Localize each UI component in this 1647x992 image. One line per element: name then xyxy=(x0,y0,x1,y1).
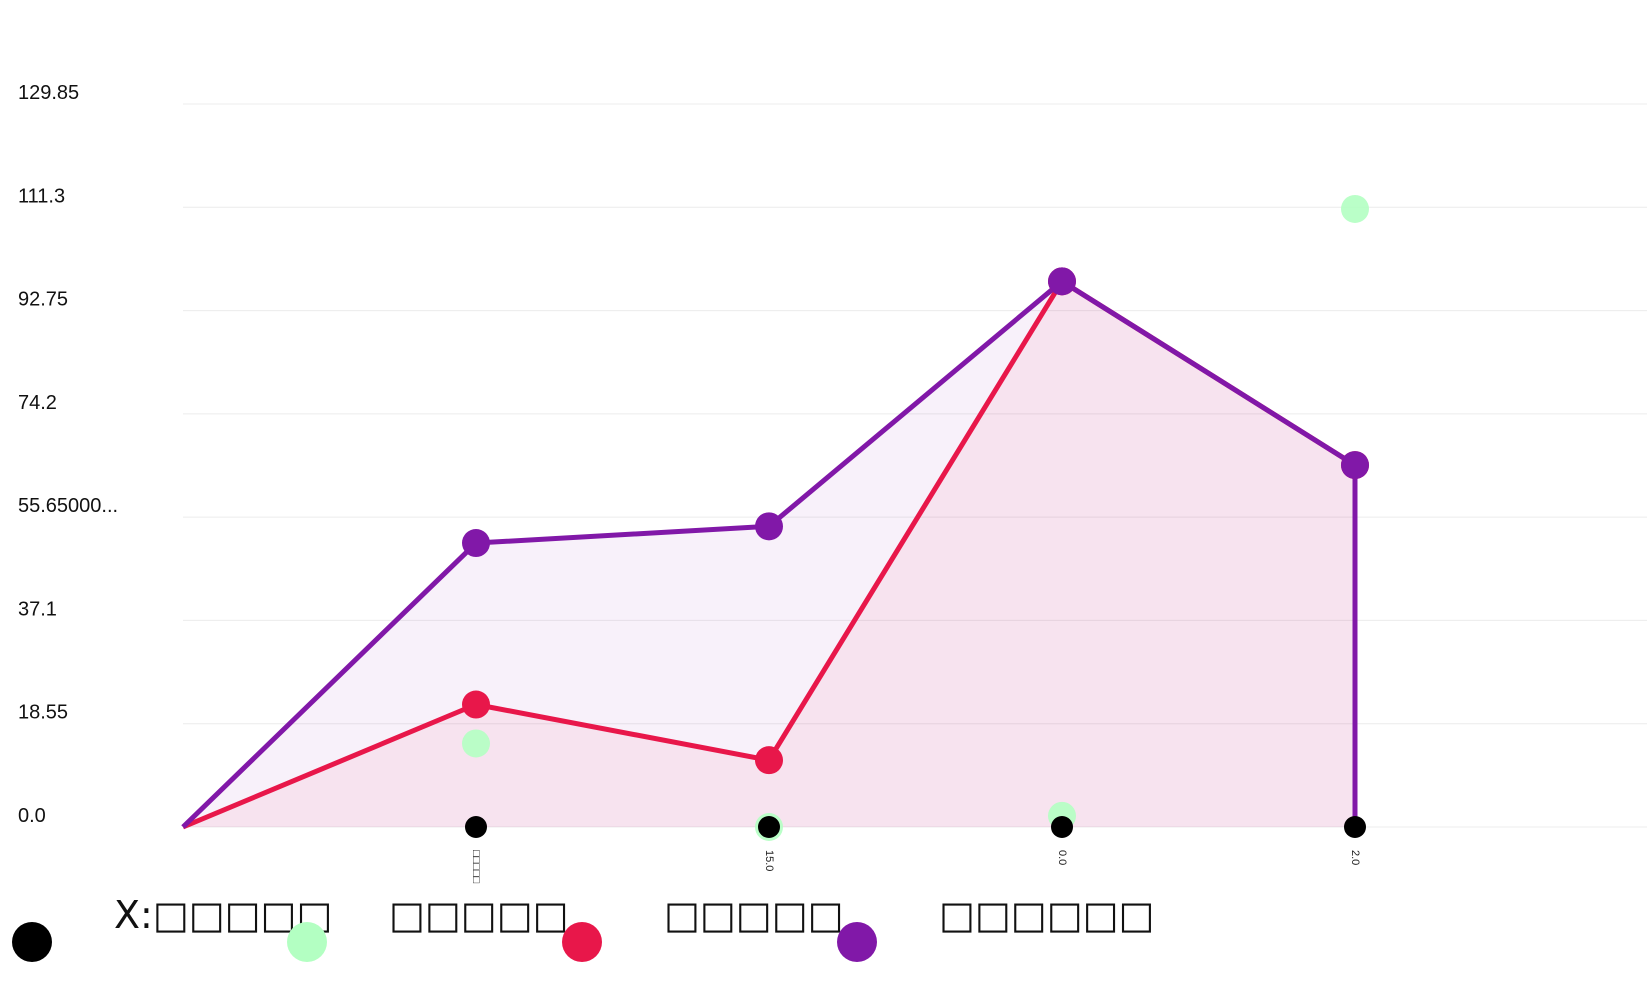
y-tick-label: 129.85 xyxy=(18,82,79,104)
data-point xyxy=(755,512,783,541)
series-markers xyxy=(462,194,1369,841)
y-tick-label: 0.0 xyxy=(18,805,46,827)
x-tick-label: 0.0 xyxy=(1056,850,1068,865)
series-line xyxy=(181,278,1358,829)
legend-swatch xyxy=(837,922,877,962)
x-tick-label: □□□□□ xyxy=(470,850,482,884)
y-tick-label: 37.1 xyxy=(18,598,57,620)
data-point xyxy=(1344,816,1366,838)
legend-label: □□□□□□ xyxy=(939,893,1154,937)
data-point xyxy=(1051,816,1073,838)
y-tick-label: 74.2 xyxy=(18,392,57,414)
y-tick-label: 18.55 xyxy=(18,702,68,724)
data-point xyxy=(755,746,783,775)
series-areas xyxy=(183,281,1355,828)
legend: X:□□□□□ □□□□□ □□□□□ □□□□□□ xyxy=(12,893,1154,962)
series-lines xyxy=(181,278,1358,830)
x-tick-label: 15.0 xyxy=(763,850,775,871)
data-point xyxy=(1341,451,1369,480)
data-point xyxy=(465,816,487,838)
data-point xyxy=(1048,267,1076,296)
legend-swatch xyxy=(562,922,602,962)
legend-swatch xyxy=(287,922,327,962)
y-tick-label: 92.75 xyxy=(18,289,68,311)
y-tick-label: 55.65000... xyxy=(18,495,118,517)
legend-label: □□□□□ xyxy=(389,893,569,937)
data-point xyxy=(462,690,490,719)
data-point xyxy=(462,729,490,758)
series-area xyxy=(183,281,1355,828)
x-tick-label: 2.0 xyxy=(1349,850,1361,865)
data-point xyxy=(758,816,780,838)
data-point xyxy=(462,529,490,558)
y-tick-label: 111.3 xyxy=(18,185,65,207)
legend-swatch xyxy=(12,922,52,962)
legend-label: □□□□□ xyxy=(664,893,844,937)
x-axis-ticks: □□□□□ 15.0 0.0 2.0 xyxy=(470,850,1361,884)
y-axis-ticks: 0.0 18.55 37.1 55.65000... 74.2 92.75 111.3 129… xyxy=(18,82,118,827)
data-point xyxy=(1341,194,1369,223)
